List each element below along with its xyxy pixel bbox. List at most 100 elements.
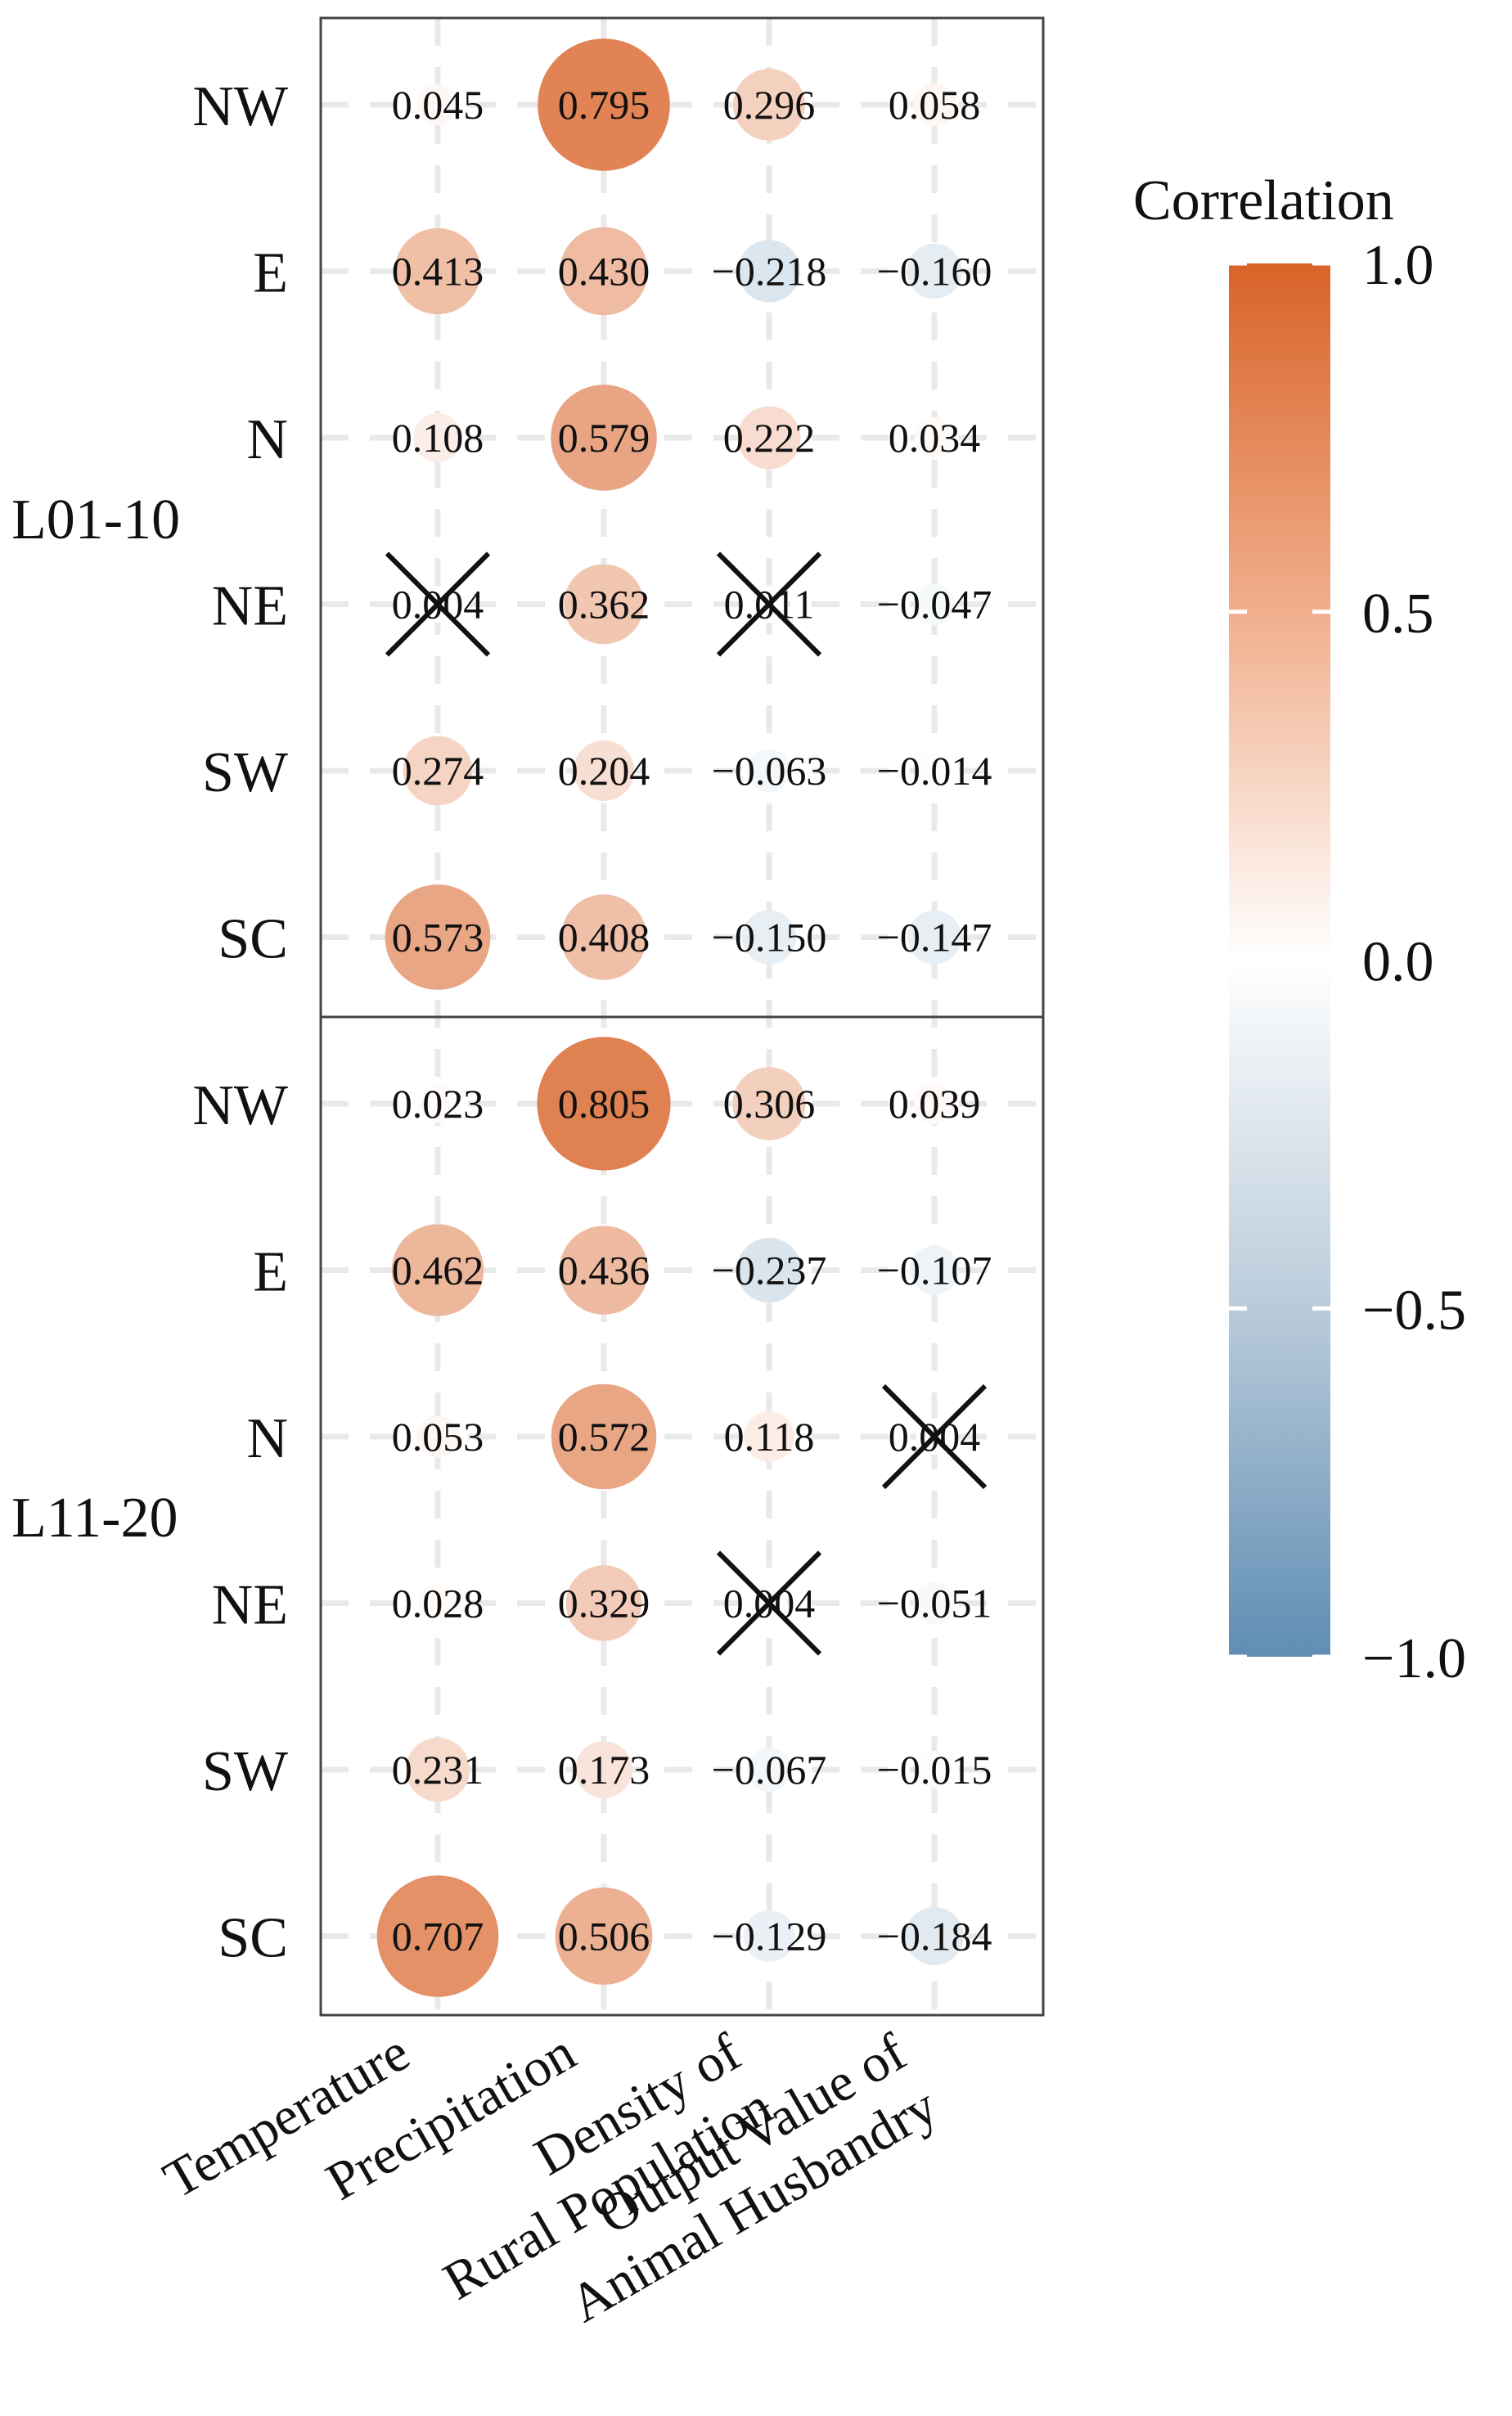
value-label: 0.573 — [392, 915, 484, 961]
value-label: 0.204 — [558, 748, 650, 794]
value-label: −0.015 — [877, 1747, 992, 1793]
bubble — [744, 1411, 794, 1462]
value-label: −0.051 — [877, 1581, 992, 1626]
bubble — [394, 227, 481, 315]
bubble — [551, 385, 657, 491]
row-label: SC — [218, 908, 288, 971]
bubble — [907, 243, 962, 299]
bubble — [418, 1084, 457, 1123]
bubble — [737, 406, 801, 470]
value-label: −0.147 — [877, 915, 992, 961]
bubble — [916, 752, 953, 790]
row-label: SW — [202, 741, 288, 804]
value-label: 0.506 — [558, 1914, 650, 1959]
value-label: 0.108 — [392, 415, 484, 461]
value-label: −0.150 — [712, 915, 827, 961]
value-label: 0.222 — [723, 415, 816, 461]
value-label: 0.173 — [558, 1747, 650, 1793]
legend-tick-label: 0.5 — [1362, 583, 1434, 646]
bubble — [391, 1224, 484, 1316]
value-label: 0.274 — [392, 748, 484, 794]
value-label: −0.218 — [712, 249, 827, 295]
bubble — [403, 736, 473, 806]
bubble — [385, 884, 491, 990]
bubble — [732, 1067, 806, 1141]
value-label: −0.184 — [877, 1914, 992, 1959]
value-labels: 0.045 0.795 0.296 0.058 0.413 0.430 −0.218 −0.1… — [392, 82, 992, 1959]
cross-stroke — [716, 1550, 822, 1656]
bubble — [560, 894, 647, 980]
bubble — [747, 749, 791, 793]
value-label: 0.430 — [558, 249, 650, 295]
row-label: SC — [218, 1907, 288, 1970]
legend-tick-label: −0.5 — [1362, 1279, 1466, 1342]
value-label: 0.034 — [889, 415, 981, 461]
panel-frame — [319, 1015, 1045, 2017]
bubble — [747, 1748, 791, 1792]
bubble — [538, 38, 670, 171]
bubble — [910, 1245, 959, 1295]
bubble — [915, 1750, 954, 1789]
bubble — [912, 83, 956, 127]
value-label: 0.028 — [392, 1581, 484, 1626]
bubble — [416, 83, 459, 126]
value-label: 0.572 — [558, 1414, 650, 1460]
value-label: −0.160 — [877, 249, 992, 295]
row-label: E — [253, 1241, 288, 1304]
value-label: −0.014 — [877, 748, 992, 794]
value-label: 0.023 — [392, 1081, 484, 1127]
insignificance-marks — [385, 551, 988, 1656]
value-label: −0.237 — [712, 1248, 827, 1293]
row-label: NW — [192, 75, 288, 138]
row-label: NW — [192, 1074, 288, 1137]
cross-stroke — [881, 1383, 988, 1490]
value-label: 0.579 — [558, 415, 650, 461]
value-label: 0.462 — [392, 1248, 484, 1293]
value-label: −0.047 — [877, 582, 992, 628]
value-label: 0.805 — [558, 1081, 650, 1127]
bubble — [733, 69, 805, 141]
row-label: N — [246, 408, 288, 471]
row-label: NE — [212, 575, 288, 638]
panel-label: L01-10 — [11, 488, 180, 551]
bubble — [914, 1083, 955, 1124]
value-label: 0.118 — [724, 1414, 815, 1460]
insignificant-cross-icon — [716, 551, 822, 657]
bubble — [905, 1906, 964, 1966]
panel-frames — [319, 16, 1045, 2017]
row-label: NE — [212, 1574, 288, 1637]
legend-title: Correlation — [1133, 169, 1394, 232]
value-label: 0.306 — [723, 1081, 816, 1127]
insignificant-cross-icon — [881, 1383, 988, 1490]
value-label: 0.413 — [392, 249, 484, 295]
value-label: 0.795 — [558, 82, 650, 128]
bubble — [565, 1565, 642, 1641]
legend-tick-label: 1.0 — [1362, 234, 1434, 297]
color-legend: Correlation 1.0 0.5 0.0 −0.5 −1.0 — [1133, 169, 1466, 1690]
value-label: 0.362 — [558, 582, 650, 628]
legend-ticks: 1.0 0.5 0.0 −0.5 −1.0 — [1229, 234, 1466, 1690]
bubble — [913, 583, 956, 625]
cross-stroke — [385, 551, 491, 657]
bubbles — [376, 38, 964, 1997]
insignificant-cross-icon — [716, 1550, 822, 1656]
legend-tick-label: 0.0 — [1362, 931, 1434, 994]
value-label: 0.408 — [558, 915, 650, 961]
bubble — [573, 740, 635, 802]
row-label: N — [246, 1407, 288, 1470]
value-label: 0.045 — [392, 82, 484, 128]
bubble — [737, 240, 801, 303]
value-label: 0.039 — [889, 1081, 981, 1127]
value-label: 0.707 — [392, 1914, 484, 1959]
bubble — [413, 413, 462, 462]
bubble — [417, 1583, 458, 1623]
value-label: 0.329 — [558, 1581, 650, 1626]
bubble — [537, 1037, 671, 1171]
bubble — [559, 1226, 649, 1315]
value-label: 0.436 — [558, 1248, 650, 1293]
row-label: E — [253, 242, 288, 305]
insignificant-cross-icon — [385, 551, 491, 657]
bubble — [907, 910, 961, 965]
bubble — [560, 227, 648, 316]
value-label: 0.058 — [889, 82, 981, 128]
